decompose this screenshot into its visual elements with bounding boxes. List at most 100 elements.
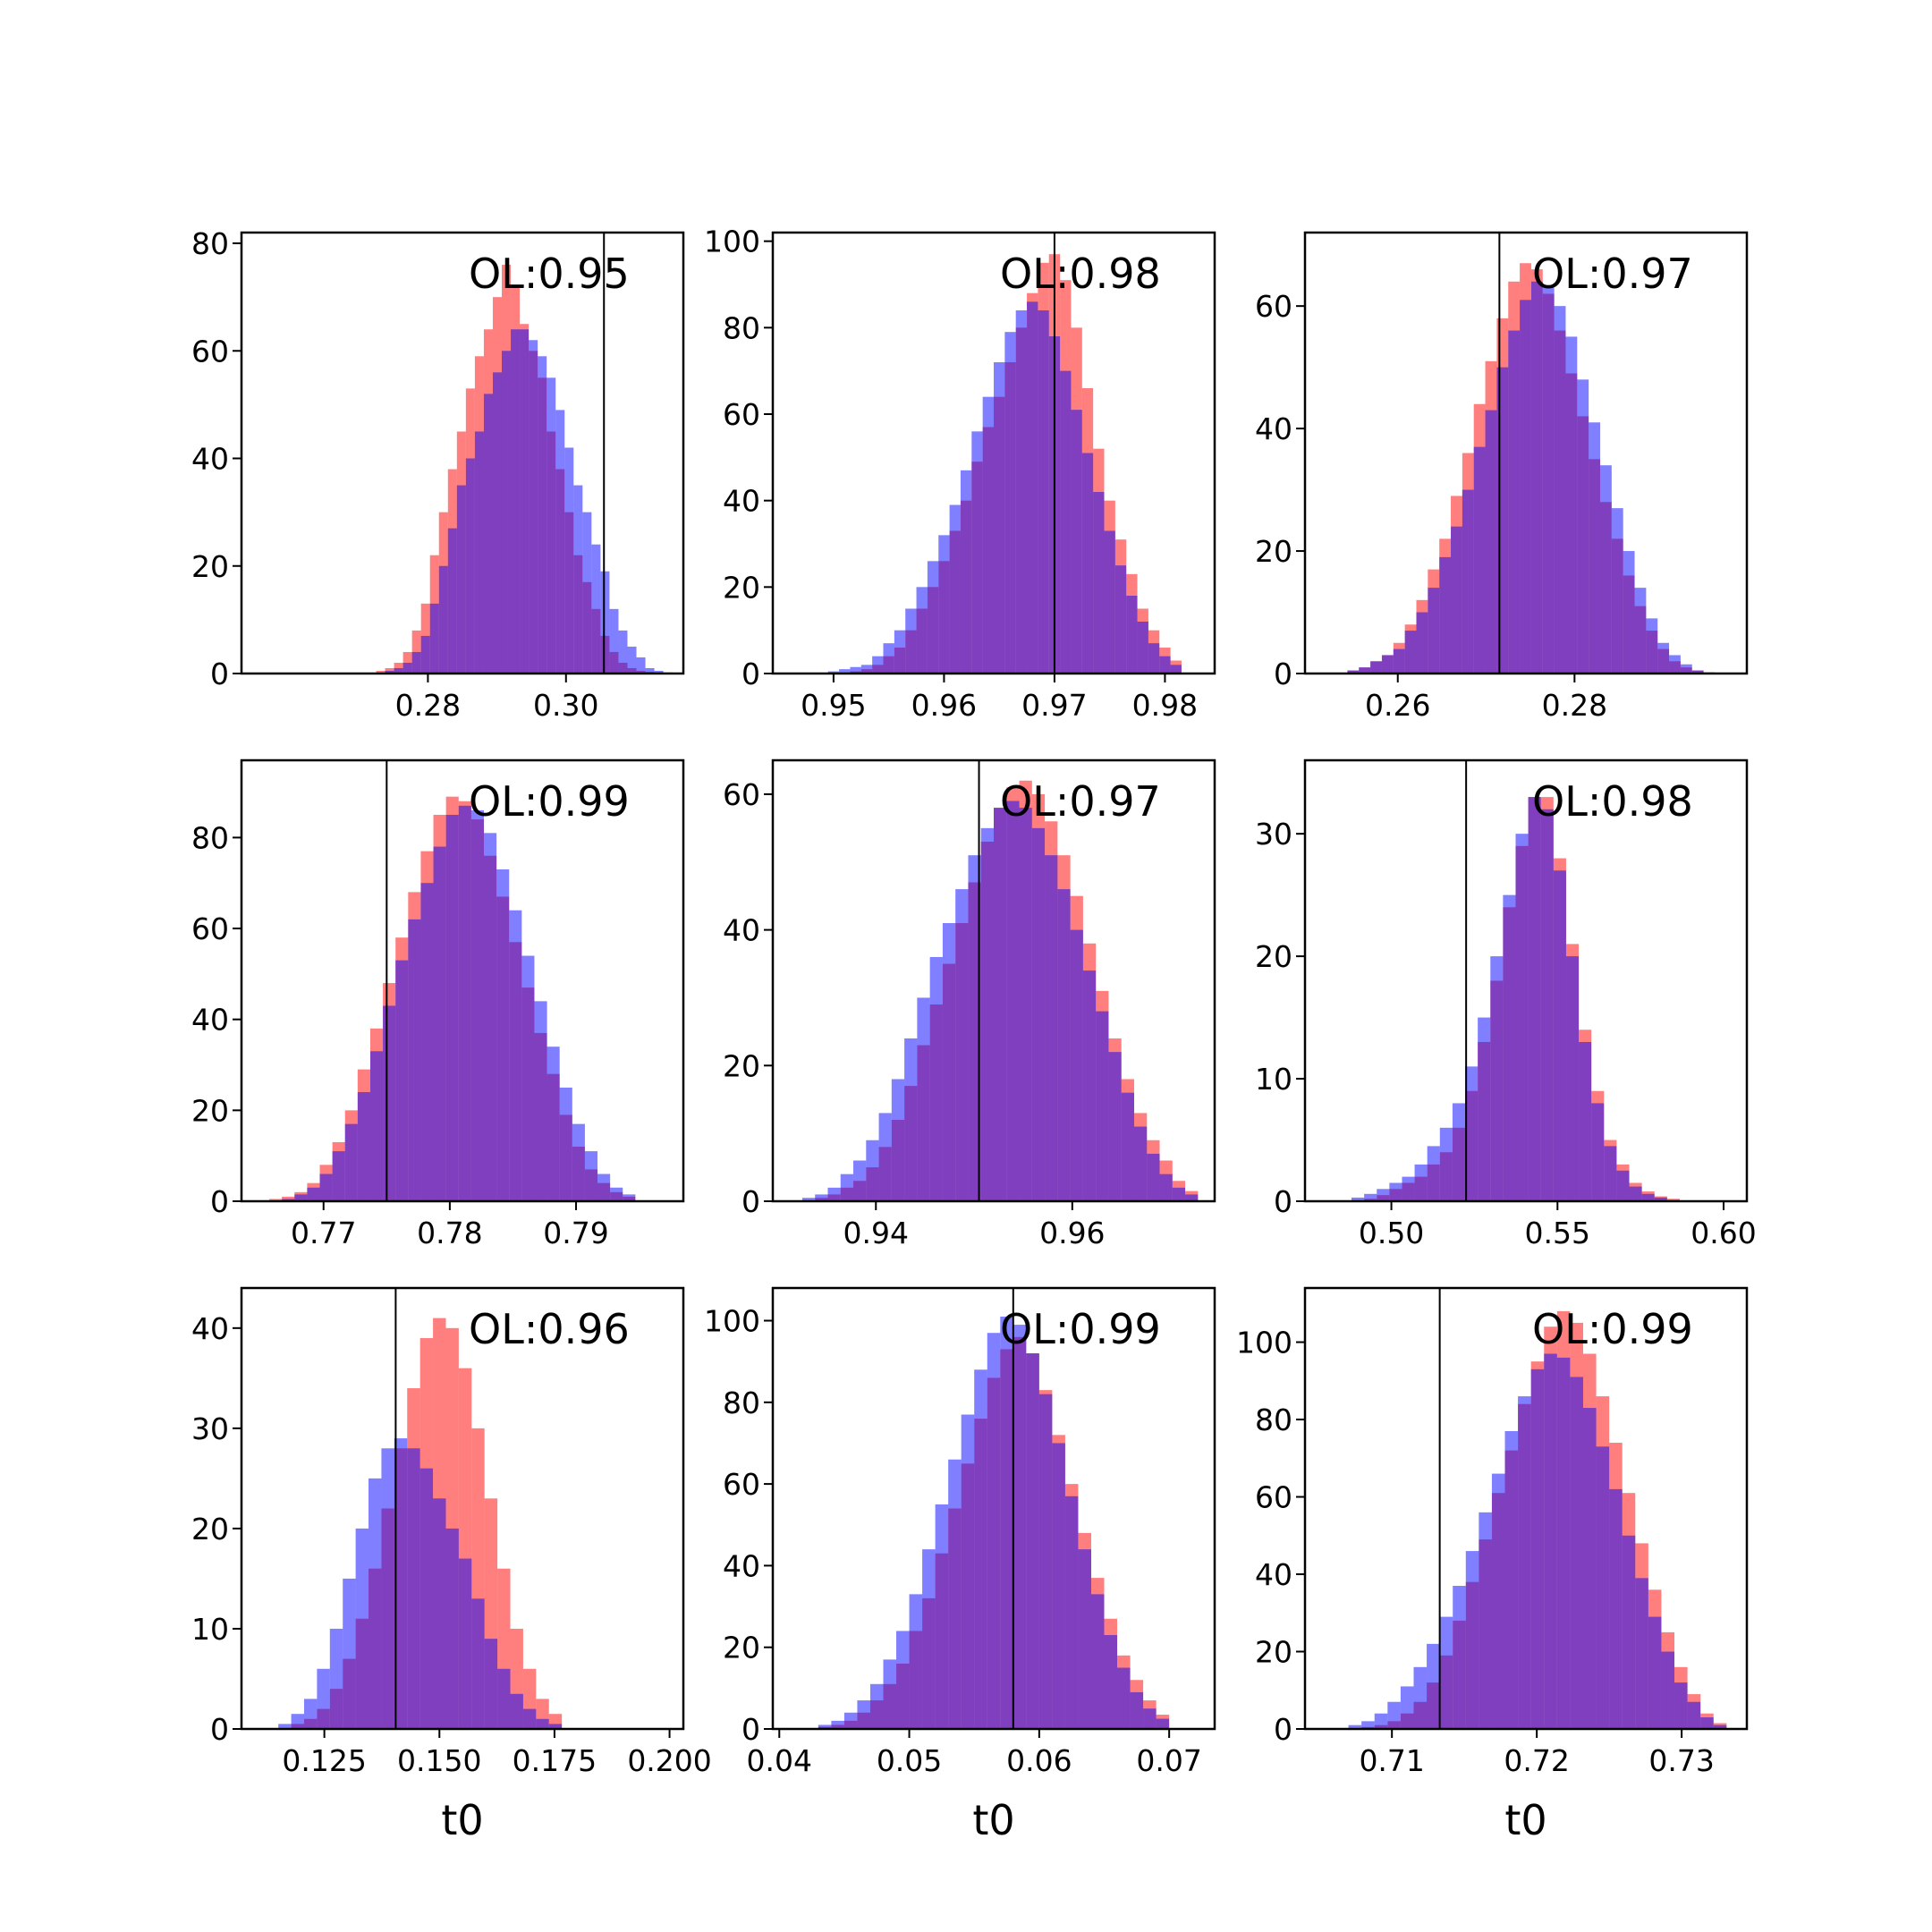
blue-histogram-bar xyxy=(1427,1146,1440,1201)
blue-histogram-bar xyxy=(522,1708,537,1729)
blue-histogram-bar xyxy=(483,394,493,674)
blue-histogram-bar xyxy=(818,1724,832,1729)
y-tick-label: 0 xyxy=(741,1712,760,1747)
blue-histogram-bar xyxy=(492,372,502,674)
overlap-annotation: OL:0.95 xyxy=(469,250,630,298)
blue-histogram-bar xyxy=(1114,565,1127,674)
blue-histogram-bar xyxy=(872,656,884,674)
y-tick-label: 30 xyxy=(191,1411,229,1446)
blue-histogram-bar xyxy=(1374,1713,1388,1729)
blue-histogram-series xyxy=(385,329,673,674)
blue-histogram-bar xyxy=(1669,655,1681,674)
y-tick-label: 60 xyxy=(723,1467,760,1502)
blue-histogram-bar xyxy=(1542,287,1555,674)
blue-histogram-bar xyxy=(927,561,939,674)
blue-histogram-bar xyxy=(1453,1585,1466,1729)
blue-histogram-bar xyxy=(1515,834,1529,1201)
blue-histogram-bar xyxy=(627,646,637,674)
blue-histogram-bar xyxy=(1400,1686,1414,1729)
blue-histogram-bar xyxy=(1629,1186,1642,1201)
blue-histogram-bar xyxy=(1027,301,1038,674)
y-tick-label: 40 xyxy=(723,484,760,519)
blue-histogram-bar xyxy=(465,458,475,674)
blue-histogram-bar xyxy=(942,923,956,1201)
blue-histogram-bar xyxy=(929,956,943,1201)
blue-histogram-bar xyxy=(521,955,535,1201)
y-tick-label: 0 xyxy=(1274,1712,1292,1747)
subplot-8: 0.04 0.05 0.06 0.07 0 20 40 60 80 100 OL:0.99 t0 xyxy=(704,1286,1216,1844)
y-tick-label: 40 xyxy=(1255,411,1292,446)
blue-histogram-series xyxy=(1352,797,1680,1201)
blue-histogram-bar xyxy=(458,805,471,1201)
blue-histogram-bar xyxy=(827,1187,841,1201)
y-tick-label: 100 xyxy=(704,1304,760,1339)
blue-histogram-bar xyxy=(1126,596,1138,674)
blue-histogram-series xyxy=(1347,281,1716,674)
blue-histogram-bar xyxy=(1416,612,1428,674)
blue-histogram-bar xyxy=(955,889,969,1201)
blue-histogram-bar xyxy=(319,1174,333,1201)
blue-histogram-bar xyxy=(1159,1174,1173,1201)
blue-histogram-bar xyxy=(1172,1187,1186,1201)
blue-histogram-bar xyxy=(534,1001,547,1201)
blue-histogram-bar xyxy=(1170,665,1182,674)
blue-histogram-bar xyxy=(1465,1066,1479,1201)
blue-histogram-bar xyxy=(1565,336,1578,674)
blue-histogram-bar xyxy=(917,997,930,1201)
blue-histogram-bar xyxy=(1414,1164,1428,1201)
blue-histogram-bar xyxy=(994,362,1005,674)
blue-histogram-bar xyxy=(1604,1146,1617,1201)
y-tick-label: 20 xyxy=(723,1048,760,1083)
blue-histogram-bar xyxy=(1038,1394,1053,1729)
blue-histogram-bar xyxy=(1657,642,1670,674)
blue-histogram-bar xyxy=(536,1718,549,1729)
blue-histogram-bar xyxy=(1473,446,1486,674)
blue-histogram-bar xyxy=(1117,1667,1131,1729)
x-tick-label: 0.06 xyxy=(1006,1743,1072,1778)
subplot-6: 0.50 0.55 0.60 0 10 20 30 OL:0.98 xyxy=(1255,758,1757,1250)
blue-histogram-bar xyxy=(971,431,983,674)
x-tick-label: 0.50 xyxy=(1359,1216,1424,1250)
x-tick-label: 0.77 xyxy=(291,1216,356,1250)
blue-histogram-bar xyxy=(1387,1701,1401,1729)
blue-histogram-bar xyxy=(883,1659,897,1729)
blue-histogram-bar xyxy=(591,544,601,674)
blue-histogram-bar xyxy=(938,535,950,674)
y-tick-label: 100 xyxy=(1236,1326,1292,1360)
axes-frame xyxy=(240,758,685,1203)
blue-histogram-bar xyxy=(839,669,851,674)
blue-histogram-series xyxy=(278,1438,563,1729)
blue-histogram-bar xyxy=(1006,801,1020,1201)
blue-histogram-bar xyxy=(1646,618,1658,674)
y-tick-label: 0 xyxy=(1274,1184,1292,1219)
blue-histogram-bar xyxy=(1361,1721,1375,1729)
blue-histogram-bar xyxy=(1389,1182,1402,1201)
blue-histogram-bar xyxy=(510,1693,523,1729)
blue-histogram-bar xyxy=(1565,956,1580,1201)
x-tick-label: 0.98 xyxy=(1132,688,1198,723)
blue-histogram-series xyxy=(827,301,1182,674)
blue-histogram-bar xyxy=(597,1174,611,1201)
blue-histogram-bar xyxy=(909,1594,923,1729)
blue-histogram-bar xyxy=(894,630,906,674)
blue-histogram-bar xyxy=(948,1459,962,1729)
blue-histogram-bar xyxy=(654,670,664,674)
y-tick-label: 80 xyxy=(191,226,229,261)
y-tick-label: 0 xyxy=(210,1184,229,1219)
blue-histogram-bar xyxy=(1019,808,1032,1201)
blue-histogram-bar xyxy=(445,1528,459,1729)
blue-histogram-bar xyxy=(357,1092,370,1201)
blue-histogram-bar xyxy=(857,1700,870,1729)
x-tick-label: 0.55 xyxy=(1525,1216,1590,1250)
blue-histogram-bar xyxy=(1347,670,1360,674)
blue-histogram-bar xyxy=(1026,1353,1039,1729)
blue-histogram-bar xyxy=(1528,797,1541,1201)
blue-histogram-bar xyxy=(623,1194,636,1201)
subplot-3: 0.26 0.28 0 20 40 60 OL:0.97 xyxy=(1255,231,1749,723)
blue-histogram-series xyxy=(1348,1353,1727,1729)
blue-histogram-bar xyxy=(1096,1011,1109,1201)
blue-histogram-bar xyxy=(1060,370,1072,674)
y-tick-label: 0 xyxy=(741,1184,760,1219)
blue-histogram-bar xyxy=(419,1468,434,1729)
y-tick-label: 80 xyxy=(723,310,760,345)
